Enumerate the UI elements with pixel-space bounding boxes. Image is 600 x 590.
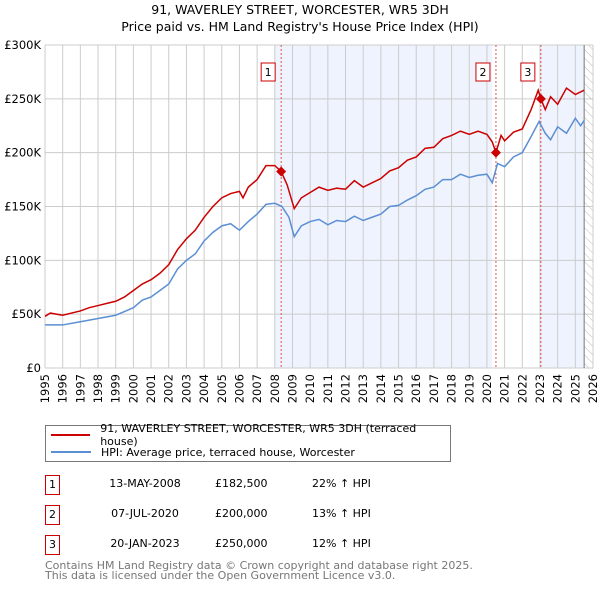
legend-item-hpi: HPI: Average price, terraced house, Worc… [51, 444, 355, 460]
legend: 91, WAVERLEY STREET, WORCESTER, WR5 3DH … [45, 422, 451, 462]
sale-point [490, 147, 501, 158]
x-tick-label: 2010 [303, 374, 317, 403]
sale-label-box [475, 62, 491, 82]
x-tick-label: 2021 [498, 374, 512, 403]
x-tick-label: 2026 [586, 374, 600, 403]
x-tick-label: 2023 [533, 374, 547, 403]
sale-hpi-diff: 13% ↑ HPI [312, 507, 371, 520]
sale-row: 2 07-JUL-2020 £200,000 13% ↑ HPI [45, 505, 465, 525]
x-tick-label: 2000 [126, 374, 140, 403]
x-tick-label: 2015 [392, 374, 406, 403]
sale-hpi-diff: 12% ↑ HPI [312, 537, 371, 550]
x-tick-label: 2020 [480, 374, 494, 403]
sale-price: £200,000 [215, 507, 268, 520]
sale-point [535, 93, 546, 104]
x-tick-label: 1999 [109, 374, 123, 403]
x-tick-label: 2024 [551, 374, 565, 403]
sale-number-badge: 2 [45, 505, 60, 525]
sale-number-badge: 3 [45, 535, 60, 555]
sale-label: 1 [265, 66, 272, 79]
x-tick-label: 1997 [73, 374, 87, 403]
x-tick-label: 2006 [232, 374, 246, 403]
x-tick-label: 2012 [339, 374, 353, 403]
chart-title: 91, WAVERLEY STREET, WORCESTER, WR5 3DH [151, 2, 449, 17]
x-tick-label: 2009 [285, 374, 299, 403]
legend-label-property: 91, WAVERLEY STREET, WORCESTER, WR5 3DH … [100, 422, 417, 448]
price-chart: 1995 1996 1997 1998 1999 2000 2001 2002 2003 2004… [4, 38, 600, 403]
sale-label-box [520, 62, 536, 82]
x-tick-label: 2002 [162, 374, 176, 403]
sale-hpi-diff: 22% ↑ HPI [312, 477, 371, 490]
y-tick-label: £50K [12, 307, 42, 321]
y-tick-label: £100K [4, 253, 41, 267]
x-tick-label: 2001 [144, 374, 158, 403]
y-tick-label: £250K [4, 92, 41, 106]
sale-price: £250,000 [215, 537, 268, 550]
chart-subtitle: Price paid vs. HM Land Registry's House … [121, 19, 479, 34]
x-tick-label: 2011 [321, 374, 335, 403]
x-tick-label: 2013 [356, 374, 370, 403]
y-tick-label: £0 [26, 361, 41, 375]
x-tick-label: 2025 [568, 374, 582, 403]
y-tick-label: £300K [4, 38, 41, 52]
x-tick-label: 1995 [38, 374, 52, 403]
x-tick-label: 2005 [215, 374, 229, 403]
footer-licence: This data is licensed under the Open Gov… [45, 569, 396, 582]
legend-item-property: 91, WAVERLEY STREET, WORCESTER, WR5 3DH … [51, 422, 450, 448]
sale-label-box [260, 62, 276, 82]
sale-row: 1 13-MAY-2008 £182,500 22% ↑ HPI [45, 475, 465, 495]
footer-copyright: Contains HM Land Registry data © Crown c… [45, 559, 473, 572]
x-tick-label: 2016 [409, 374, 423, 403]
sale-date: 13-MAY-2008 [109, 477, 181, 490]
y-tick-label: £150K [4, 200, 41, 214]
sale-label: 3 [524, 66, 531, 79]
x-tick-label: 2003 [179, 374, 193, 403]
x-tick-label: 2004 [197, 374, 211, 403]
sale-point [276, 166, 287, 177]
sale-date: 20-JAN-2023 [110, 537, 180, 550]
x-tick-label: 1998 [91, 374, 105, 403]
x-tick-label: 2022 [515, 374, 529, 403]
sale-price: £182,500 [215, 477, 268, 490]
property-line-swatch [51, 434, 91, 436]
x-tick-label: 2007 [250, 374, 264, 403]
hpi-line-swatch [51, 451, 91, 453]
y-tick-label: £200K [4, 146, 41, 160]
x-tick-label: 2019 [462, 374, 476, 403]
sale-number-badge: 1 [45, 475, 60, 495]
x-tick-label: 2008 [268, 374, 282, 403]
sale-date: 07-JUL-2020 [111, 507, 179, 520]
sale-row: 3 20-JAN-2023 £250,000 12% ↑ HPI [45, 535, 465, 555]
x-tick-label: 2018 [445, 374, 459, 403]
x-tick-label: 2014 [374, 374, 388, 403]
property-series-line [44, 86, 585, 317]
hpi-series-line [45, 116, 585, 326]
sale-label: 2 [479, 66, 486, 79]
x-tick-label: 2017 [427, 374, 441, 403]
x-tick-label: 1996 [56, 374, 70, 403]
legend-label-hpi: HPI: Average price, terraced house, Worc… [101, 445, 355, 459]
